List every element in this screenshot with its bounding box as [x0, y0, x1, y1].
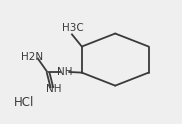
Text: NH: NH	[57, 67, 73, 77]
Text: HCl: HCl	[14, 95, 34, 108]
Text: H3C: H3C	[62, 23, 84, 33]
Text: H2N: H2N	[21, 52, 44, 62]
Text: NH: NH	[46, 84, 61, 94]
